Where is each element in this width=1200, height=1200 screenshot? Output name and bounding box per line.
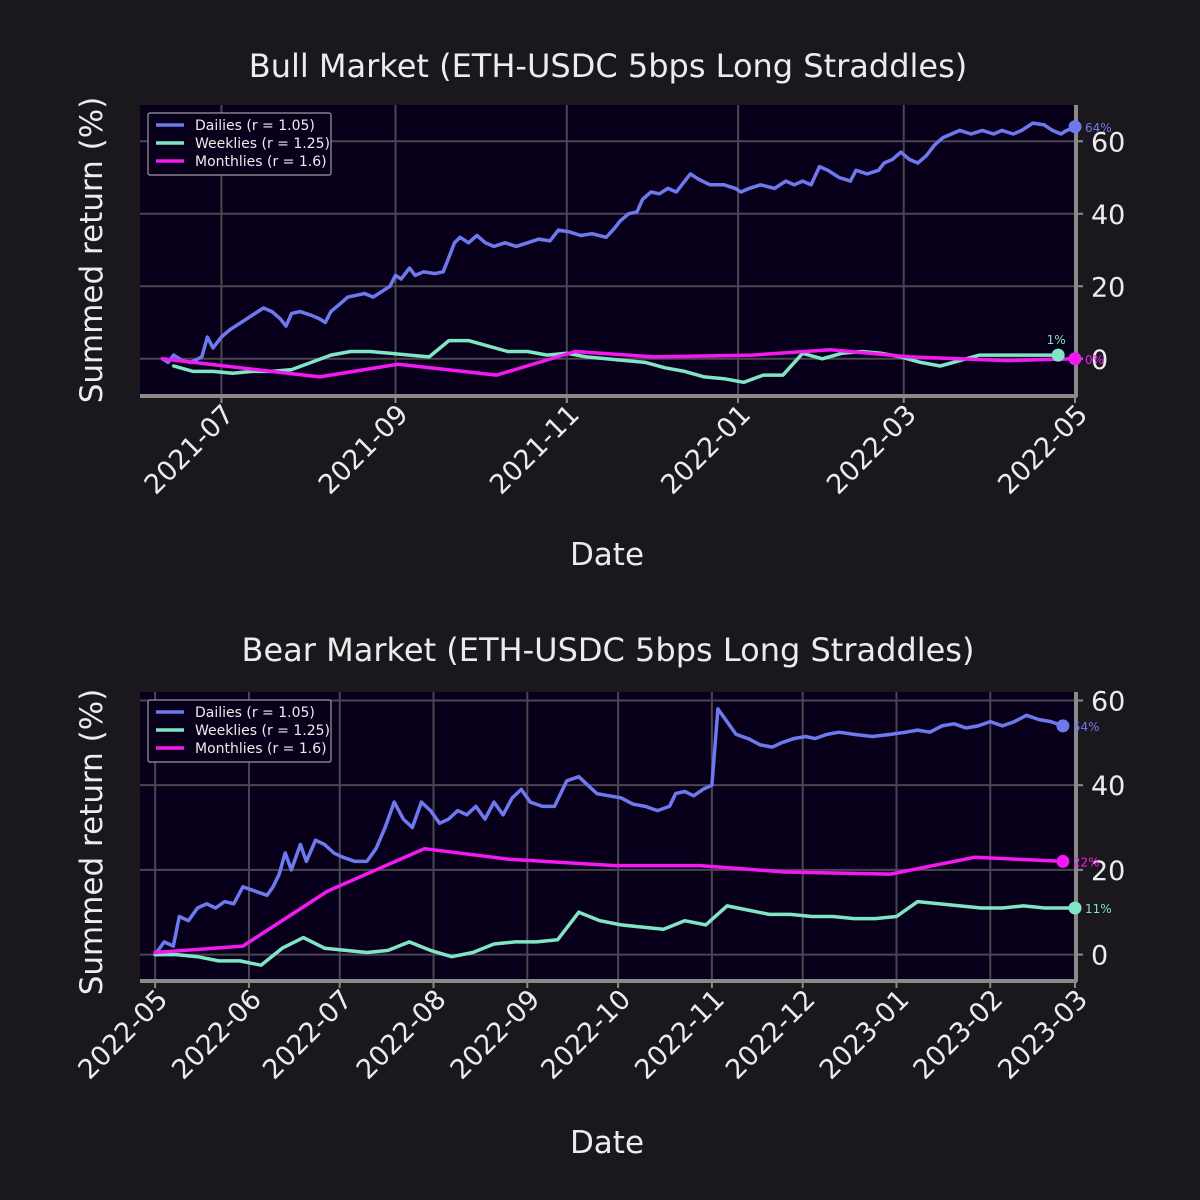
- y-tick-label: 20: [1091, 272, 1125, 303]
- y-tick-label: 20: [1091, 856, 1125, 887]
- y-axis-ticks: 0 20 40 60: [1075, 686, 1125, 972]
- legend-entry: Monthlies (r = 1.6): [195, 154, 327, 170]
- end-marker-monthlies: [1056, 854, 1070, 868]
- legend-box: [147, 112, 332, 176]
- series-end-markers: 64% 1% 0%: [1047, 120, 1112, 367]
- end-label-monthlies: 0%: [1085, 353, 1104, 367]
- series-line-dailies: [160, 121, 1077, 365]
- legend-entry: Dailies (r = 1.05): [195, 118, 315, 134]
- legend-entry: Dailies (r = 1.05): [195, 705, 315, 721]
- legend-box: [147, 699, 332, 763]
- series-line-monthlies: [160, 347, 1077, 379]
- series-line-dailies: [153, 707, 1065, 957]
- axis-spines: [140, 692, 1078, 983]
- y-tick-label: 0: [1091, 345, 1108, 376]
- end-marker-monthlies: [1068, 352, 1082, 366]
- end-label-weeklies: 1%: [1047, 333, 1066, 347]
- legend-entry: Weeklies (r = 1.25): [195, 723, 330, 739]
- end-label-dailies: 64%: [1085, 121, 1112, 135]
- end-marker-weeklies: [1051, 348, 1065, 362]
- y-axis-ticks: 0 20 40 60: [1075, 127, 1125, 376]
- y-axis-label: Summed return (%): [74, 97, 110, 404]
- x-axis-label: Date: [570, 1125, 644, 1161]
- series-line-weeklies: [171, 338, 1060, 385]
- y-axis-label: Summed return (%): [74, 689, 110, 996]
- end-marker-dailies: [1056, 719, 1070, 733]
- chart-title: Bull Market (ETH-USDC 5bps Long Straddle…: [249, 47, 968, 85]
- y-tick-label: 60: [1091, 686, 1125, 717]
- end-marker-weeklies: [1068, 901, 1082, 915]
- end-label-dailies: 54%: [1073, 720, 1100, 734]
- chart-title: Bear Market (ETH-USDC 5bps Long Straddle…: [242, 631, 975, 669]
- legend: Dailies (r = 1.05) Weeklies (r = 1.25) Mon…: [147, 699, 332, 763]
- x-axis-label: Date: [570, 537, 644, 573]
- series-layer: [153, 707, 1077, 967]
- legend: Dailies (r = 1.05) Weeklies (r = 1.25) Mon…: [147, 112, 332, 176]
- legend-entry: Weeklies (r = 1.25): [195, 136, 330, 152]
- end-marker-dailies: [1068, 120, 1082, 134]
- y-tick-label: 40: [1091, 771, 1125, 802]
- end-label-monthlies: 22%: [1073, 855, 1100, 869]
- y-tick-label: 0: [1091, 941, 1108, 972]
- end-label-weeklies: 11%: [1085, 902, 1112, 916]
- series-line-weeklies: [153, 899, 1077, 967]
- series-layer: [160, 121, 1077, 385]
- series-line-monthlies: [153, 846, 1065, 955]
- series-end-markers: 54% 11% 22%: [1056, 719, 1112, 916]
- axis-spines: [140, 105, 1078, 398]
- y-tick-label: 60: [1091, 127, 1125, 158]
- legend-entry: Monthlies (r = 1.6): [195, 741, 327, 757]
- y-tick-label: 40: [1091, 200, 1125, 231]
